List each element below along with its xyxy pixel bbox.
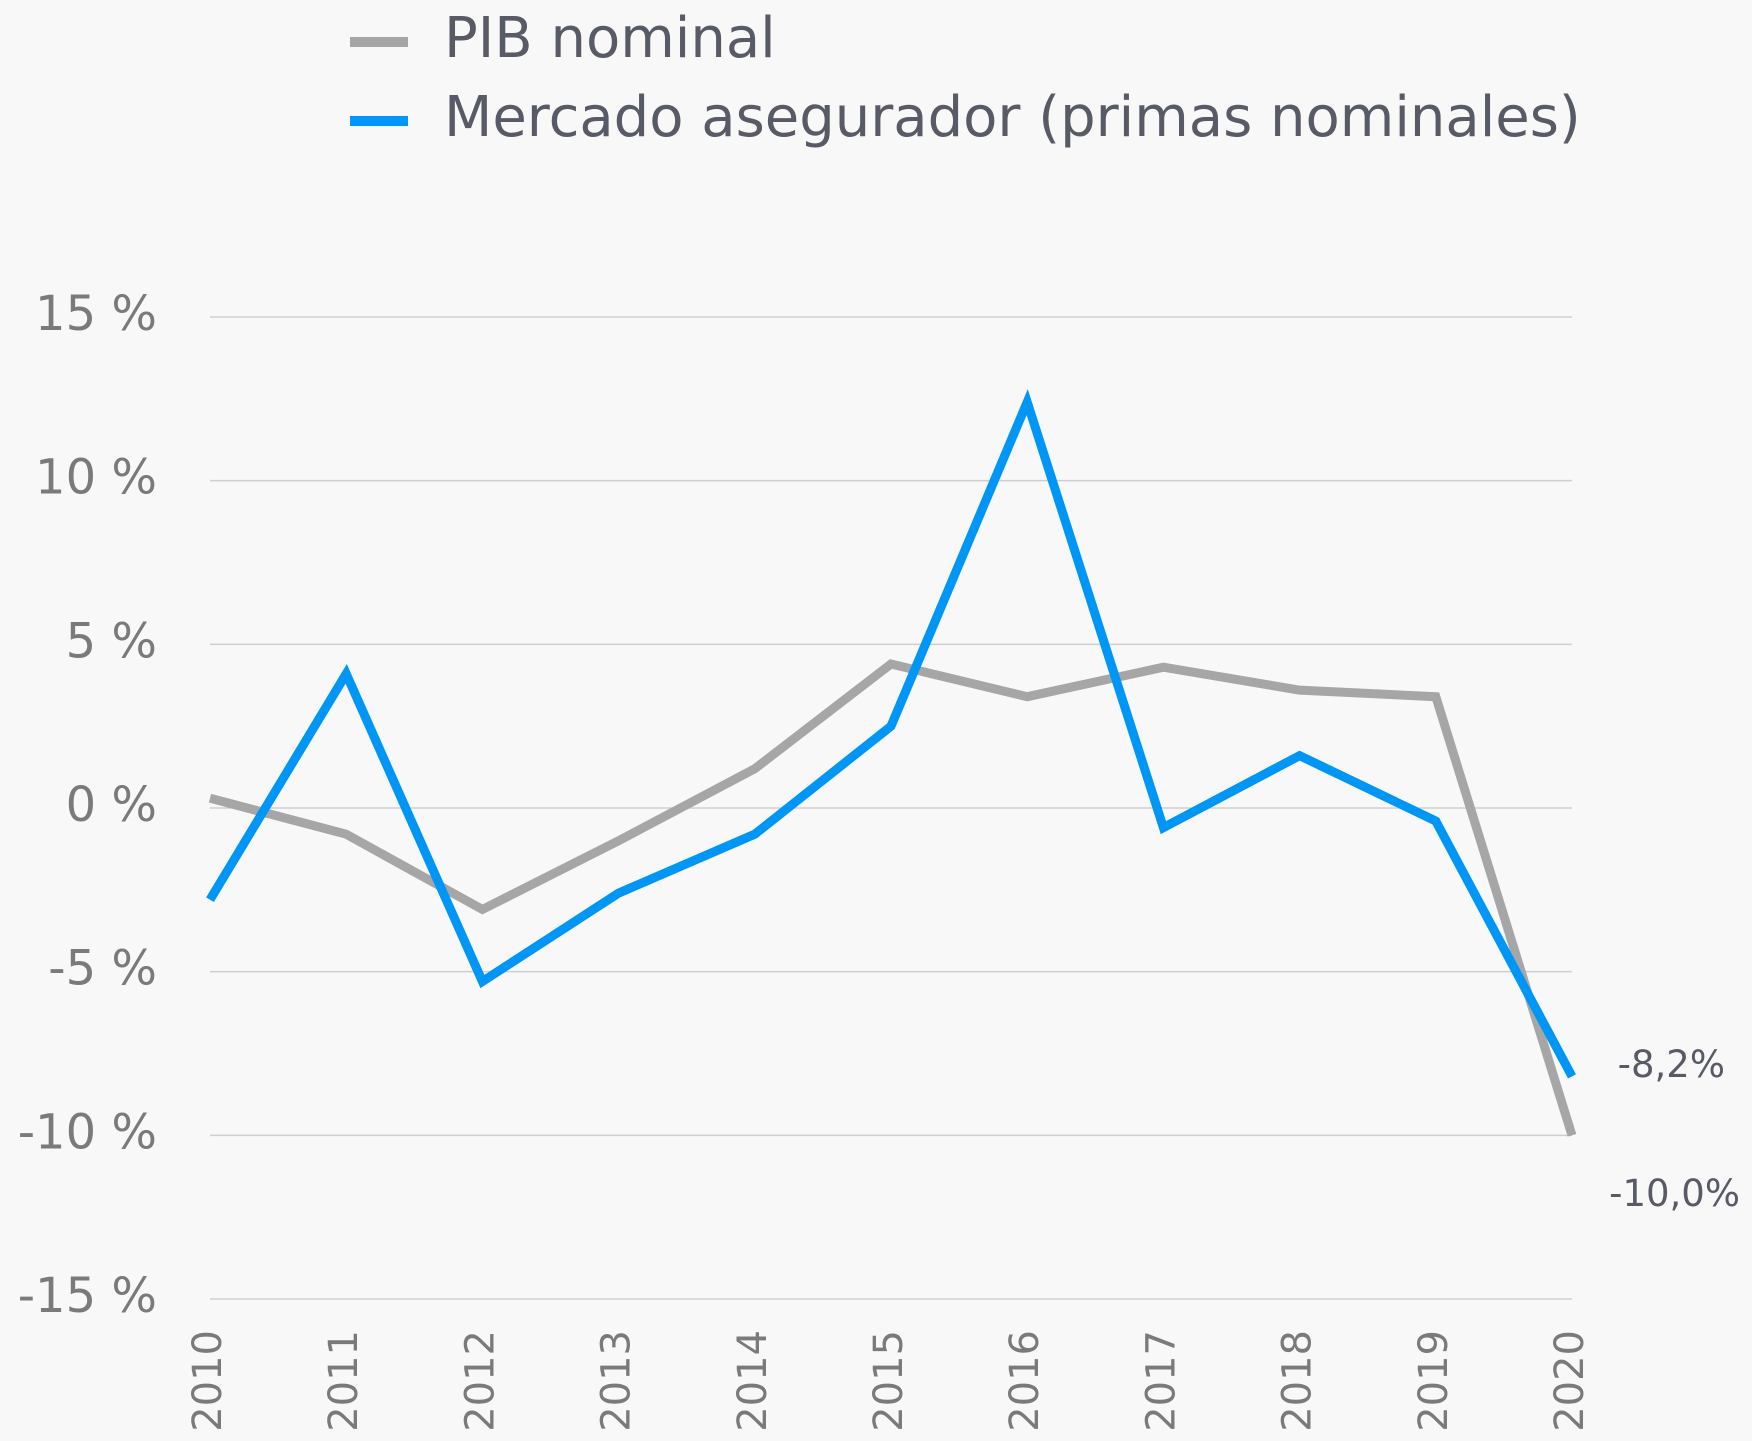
x-tick-label: 2010 — [185, 1330, 231, 1432]
data-label: -10,0% — [1609, 1172, 1740, 1215]
series-line — [208, 659, 1577, 1137]
y-tick-label: 15 % — [35, 286, 157, 342]
y-tick-label: -5 % — [48, 941, 157, 997]
x-tick-label: 2017 — [1138, 1330, 1184, 1432]
x-tick-label: 2011 — [321, 1330, 367, 1432]
x-tick-label: 2013 — [594, 1330, 640, 1432]
x-tick-label: 2016 — [1002, 1330, 1048, 1432]
data-label: -8,2% — [1618, 1043, 1725, 1086]
series-line — [206, 389, 1576, 1079]
y-tick-label: 0 % — [66, 777, 157, 833]
x-tick-label: 2019 — [1411, 1330, 1457, 1432]
y-tick-label: 10 % — [35, 450, 157, 506]
y-tick-label: -10 % — [18, 1104, 157, 1160]
y-tick-label: -15 % — [18, 1268, 157, 1324]
legend-label: Mercado asegurador (primas nominales) — [444, 85, 1581, 150]
x-tick-label: 2014 — [730, 1330, 776, 1432]
x-tick-label: 2015 — [866, 1330, 912, 1432]
y-tick-label: 5 % — [66, 613, 157, 669]
legend-label: PIB nominal — [444, 6, 776, 71]
x-tick-label: 2012 — [457, 1330, 503, 1432]
x-tick-label: 2018 — [1275, 1330, 1321, 1432]
x-tick-label: 2020 — [1547, 1330, 1593, 1432]
